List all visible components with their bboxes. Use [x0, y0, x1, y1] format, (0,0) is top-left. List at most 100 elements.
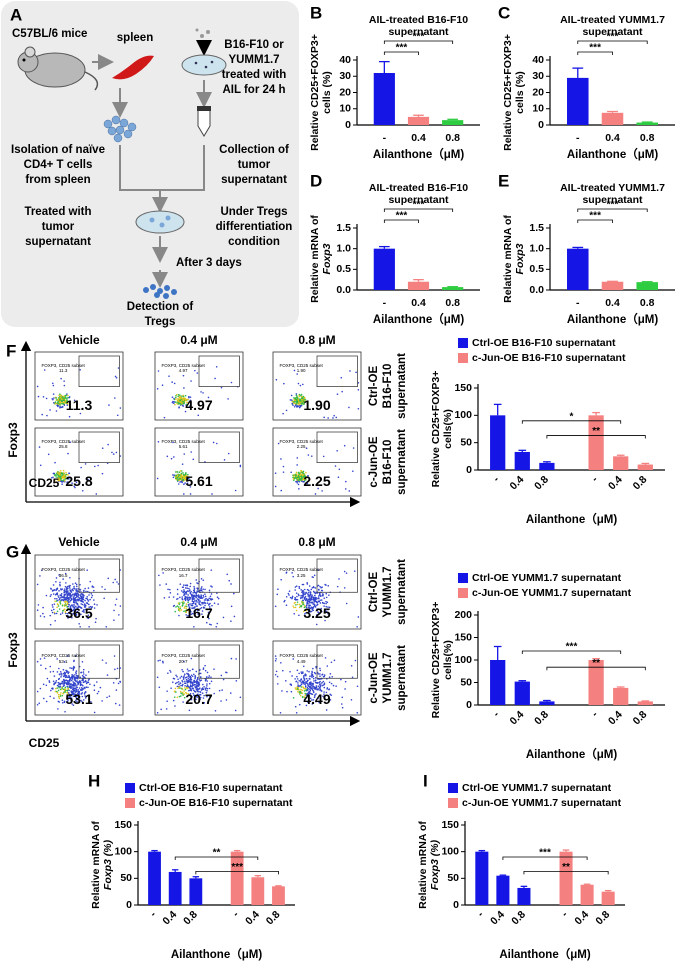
gate-name: FOXP3, CD25 subset	[162, 363, 206, 368]
event-dot	[189, 689, 191, 691]
event-dot	[182, 670, 184, 673]
bar	[514, 681, 530, 705]
event-dot	[180, 479, 183, 481]
event-dot	[344, 680, 347, 683]
event-dot	[60, 682, 62, 685]
event-dot	[189, 582, 192, 585]
event-dot	[74, 655, 77, 657]
event-dot	[53, 675, 56, 677]
event-dot	[106, 674, 109, 676]
event-dot	[165, 583, 168, 585]
event-dot	[274, 655, 277, 657]
event-dot	[276, 675, 279, 678]
event-dot	[206, 671, 209, 674]
event-dot	[180, 397, 183, 400]
event-dot	[321, 490, 323, 492]
event-dot	[67, 481, 69, 483]
significance-bracket	[521, 420, 622, 424]
x-tick-label: 0.8	[631, 473, 650, 492]
event-dot	[202, 594, 205, 597]
event-dot	[57, 708, 59, 710]
event-dot	[74, 486, 76, 489]
event-dot	[157, 370, 160, 372]
event-dot	[304, 694, 307, 697]
gate	[198, 558, 240, 593]
chart-title: supernatant	[388, 26, 449, 38]
panel-letter: I	[423, 771, 428, 790]
event-dot	[201, 586, 203, 588]
event-dot	[312, 691, 315, 694]
event-dot	[52, 384, 55, 387]
event-dot	[310, 588, 313, 591]
event-dot	[207, 611, 210, 614]
event-dot	[330, 682, 333, 685]
event-dot	[203, 685, 205, 688]
schematic-label: treated with	[222, 69, 287, 81]
event-dot	[296, 603, 299, 606]
x-tick-label: 0.8	[640, 132, 655, 144]
event-dot	[176, 675, 178, 678]
event-dot	[116, 414, 119, 417]
event-dot	[300, 594, 302, 597]
event-dot	[87, 681, 90, 684]
event-dot	[55, 580, 57, 583]
event-dot	[210, 676, 212, 678]
event-dot	[305, 471, 307, 474]
event-dot	[171, 396, 174, 398]
event-dot	[297, 691, 299, 693]
legend-swatch	[458, 338, 468, 348]
event-dot	[195, 670, 198, 673]
event-dot	[330, 694, 333, 696]
event-dot	[314, 592, 317, 595]
event-dot	[303, 698, 306, 701]
event-dot	[310, 610, 313, 613]
event-dot	[161, 660, 164, 663]
event-dot	[300, 688, 302, 691]
legend-swatch	[458, 353, 468, 363]
event-dot	[185, 614, 188, 616]
event-dot	[63, 480, 66, 482]
event-dot	[311, 686, 313, 688]
event-dot	[331, 675, 334, 678]
event-dot	[196, 608, 199, 610]
event-dot	[187, 679, 190, 682]
event-dot	[303, 690, 306, 692]
event-dot	[45, 397, 48, 400]
event-dot	[192, 687, 194, 690]
event-dot	[182, 600, 185, 603]
event-dot	[63, 608, 65, 611]
event-dot	[55, 612, 58, 615]
event-dot	[314, 694, 316, 696]
event-dot	[313, 603, 315, 605]
event-dot	[182, 694, 184, 696]
event-dot	[317, 673, 320, 675]
event-dot	[55, 690, 58, 693]
x-tick-label: 0.4	[508, 708, 527, 727]
event-dot	[307, 695, 309, 697]
y-tick-label: 1.0	[529, 242, 544, 254]
event-dot	[117, 682, 120, 685]
event-dot	[277, 588, 279, 590]
event-dot	[67, 700, 69, 702]
gate-name: FOXP3, CD25 subset	[280, 439, 324, 444]
event-dot	[321, 589, 324, 592]
event-dot	[198, 595, 200, 597]
event-dot	[289, 399, 292, 401]
event-dot	[174, 610, 177, 613]
event-dot	[75, 588, 78, 590]
event-dot	[318, 597, 320, 600]
event-dot	[184, 482, 186, 484]
event-dot	[166, 690, 168, 692]
schematic-label: YUMM1.7	[228, 54, 279, 66]
event-dot	[319, 685, 322, 688]
event-dot	[177, 606, 180, 608]
event-dot	[300, 394, 302, 397]
event-dot	[73, 690, 75, 693]
event-dot	[64, 477, 67, 480]
event-dot	[93, 689, 96, 692]
event-dot	[300, 479, 302, 482]
event-dot	[192, 602, 195, 604]
event-dot	[213, 692, 215, 695]
event-dot	[69, 605, 72, 608]
